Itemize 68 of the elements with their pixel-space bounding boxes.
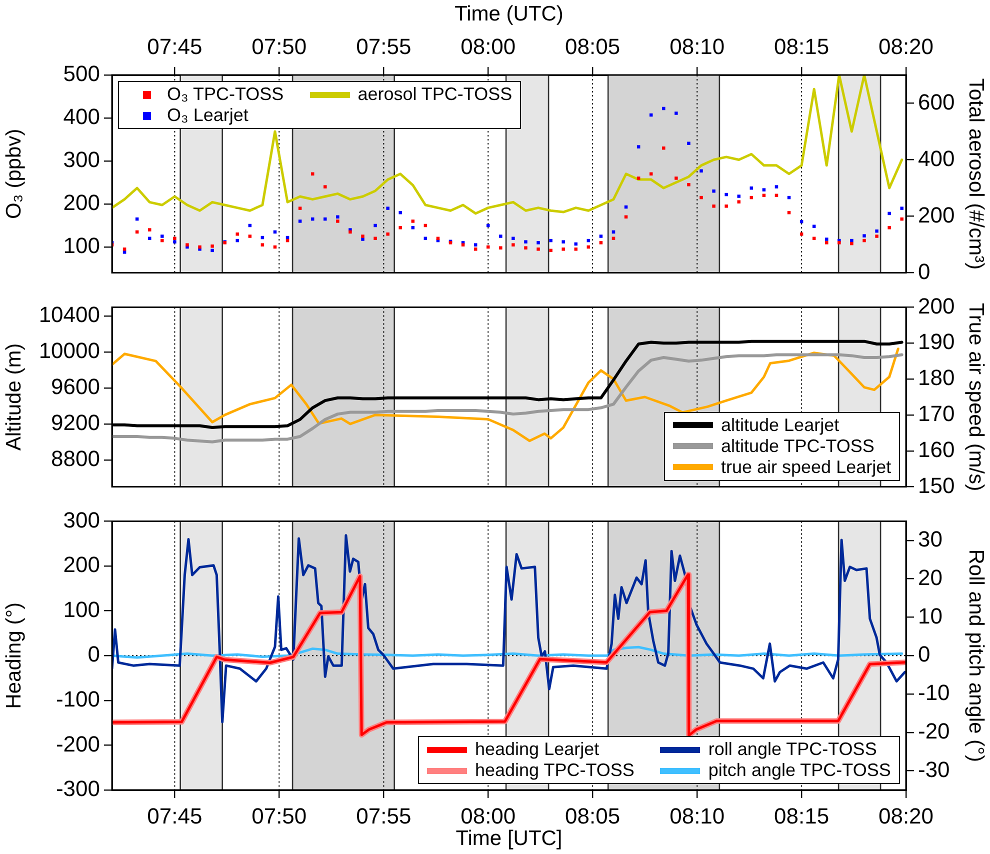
legend-label: pitch angle TPC-TOSS [708,760,891,781]
y-tick-label: 10000 [38,338,100,364]
legend-label: true air speed Learjet [721,456,892,478]
x-tick-label: 07:55 [356,803,412,828]
y2-axis-title: Roll and pitch angle (°) [964,549,988,762]
y-tick-label: 10400 [38,302,100,328]
legend-label: altitude Learjet [721,414,840,436]
y-axis-title: Altitude (m) [2,343,26,451]
y2-tick-label: 150 [918,472,955,498]
y-tick-label: 300 [63,147,100,172]
y2-tick-label: -30 [918,756,950,782]
y2-tick-label: 600 [918,89,955,114]
y-tick-label: 400 [63,104,100,130]
legend-label: O₃ Learjet [167,105,248,126]
y2-axis-title: Total aerosol (#/cm³) [964,78,988,270]
y-axis-title: O₃ (ppbv) [2,128,26,220]
legend-label: aerosol TPC-TOSS [358,84,512,105]
x-tick-label: 08:05 [565,803,620,828]
y2-tick-label: 20 [918,564,942,590]
y-tick-label: 8800 [51,446,100,471]
y-tick-label: 9200 [51,410,100,436]
y-tick-label: 300 [63,507,100,532]
x-tick-label: 08:20 [878,34,934,59]
legend-label: altitude TPC-TOSS [721,436,874,457]
y-tick-label: 0 [88,642,100,667]
x-tick-label: 07:50 [252,34,307,59]
y-tick-label: 9600 [51,374,100,400]
x-tick-label: 08:20 [878,803,934,828]
y2-axis-title: True air speed (m/s) [964,302,988,492]
y-tick-label: 500 [63,61,100,86]
y-tick-label: 100 [63,233,100,258]
y-tick-label: -200 [56,731,100,756]
y2-tick-label: 200 [918,293,955,318]
y2-tick-label: 180 [918,365,955,390]
x-tick-label: 08:00 [460,34,516,59]
x-tick-label: 07:50 [252,803,307,828]
x-tick-label: 08:05 [565,34,620,59]
y2-tick-label: -20 [918,718,950,744]
y-tick-label: 200 [63,552,100,578]
y2-tick-label: 170 [918,401,955,426]
x-axis-title: Time [UTC] [456,827,562,850]
y2-tick-label: 0 [918,642,930,667]
y2-tick-label: 190 [918,329,955,354]
x-tick-label: 08:10 [670,803,725,828]
x-tick-label: 07:45 [147,34,202,59]
y-tick-label: -100 [56,686,100,712]
legend-label: heading TPC-TOSS [475,760,634,781]
y-tick-label: 100 [63,596,100,622]
x-tick-label: 08:00 [460,803,516,828]
y2-tick-label: 200 [918,202,955,228]
y-axis-title: Heading (°) [2,602,26,709]
y2-tick-label: 10 [918,603,942,628]
y2-tick-label: 160 [918,436,955,462]
y2-tick-label: 0 [918,258,930,284]
x-tick-label: 07:55 [356,34,412,59]
x-tick-label: 07:45 [147,803,202,828]
y2-tick-label: 30 [918,526,942,552]
y2-tick-label: -10 [918,680,950,706]
y-tick-label: -300 [56,776,100,802]
legend-label: heading Learjet [475,739,600,760]
legend-label: roll angle TPC-TOSS [708,739,877,760]
y-tick-label: 200 [63,190,100,216]
x-tick-label: 08:10 [670,34,725,59]
legend-label: O₃ TPC-TOSS [167,84,284,105]
x-tick-label: 08:15 [774,803,830,828]
y2-tick-label: 400 [918,146,955,171]
x-tick-label: 08:15 [774,34,830,59]
x-axis-title: Time (UTC) [454,2,564,26]
